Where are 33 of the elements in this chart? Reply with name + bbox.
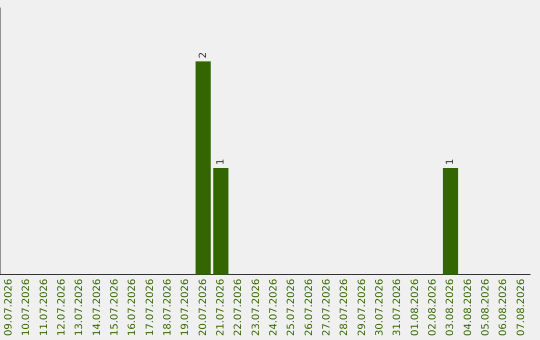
data-label: 1 [445, 158, 456, 166]
x-tick-label: 22.07.2026 [233, 278, 244, 336]
x-tick-label: 03.08.2026 [445, 278, 456, 336]
x-tick-label: 18.07.2026 [162, 278, 174, 336]
x-tick-label: 19.07.2026 [180, 278, 192, 336]
x-tick-label: 30.07.2026 [374, 278, 386, 336]
x-tick-label: 23.07.2026 [250, 278, 262, 336]
x-tick-label: 20.07.2026 [198, 278, 209, 336]
x-tick-label: 05.08.2026 [480, 278, 492, 336]
x-tick-label: 16.07.2026 [127, 278, 138, 336]
x-tick-label: 01.08.2026 [410, 278, 421, 336]
data-label: 1 [215, 158, 226, 166]
x-tick-label: 26.07.2026 [304, 278, 315, 336]
x-tick-label: 14.07.2026 [92, 278, 103, 336]
x-tick-label: 17.07.2026 [144, 278, 156, 336]
x-tick-label: 27.07.2026 [321, 278, 332, 336]
x-tick-label: 11.07.2026 [38, 278, 50, 336]
x-tick-label: 31.07.2026 [392, 278, 404, 336]
x-tick-label: 13.07.2026 [74, 278, 86, 336]
x-tick-label: 15.07.2026 [109, 278, 120, 336]
x-tick-label: 02.08.2026 [427, 278, 438, 336]
x-tick-label: 25.07.2026 [286, 278, 298, 336]
x-tick-label: 09.07.2026 [3, 278, 14, 336]
x-tick-label: 04.08.2026 [462, 278, 474, 336]
x-tick-label: 06.08.2026 [498, 278, 510, 336]
data-label: 2 [198, 52, 209, 58]
x-tick-label: 12.07.2026 [56, 278, 68, 336]
x-tick-label: 29.07.2026 [356, 278, 368, 336]
x-tick-label: 24.07.2026 [268, 278, 280, 336]
x-tick-label: 28.07.2026 [339, 278, 350, 336]
x-tick-label: 21.07.2026 [215, 278, 226, 336]
x-tick-label: 10.07.2026 [21, 278, 32, 336]
x-tick-label: 07.08.2026 [516, 278, 527, 336]
